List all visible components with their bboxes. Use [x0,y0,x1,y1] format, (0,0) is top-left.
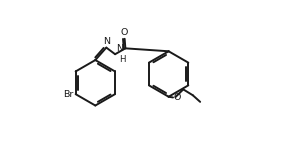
Text: O: O [121,28,128,37]
Text: H: H [119,55,125,64]
Text: N: N [104,37,111,46]
Text: O: O [174,93,181,102]
Text: Br: Br [63,90,73,99]
Text: N: N [116,45,123,53]
